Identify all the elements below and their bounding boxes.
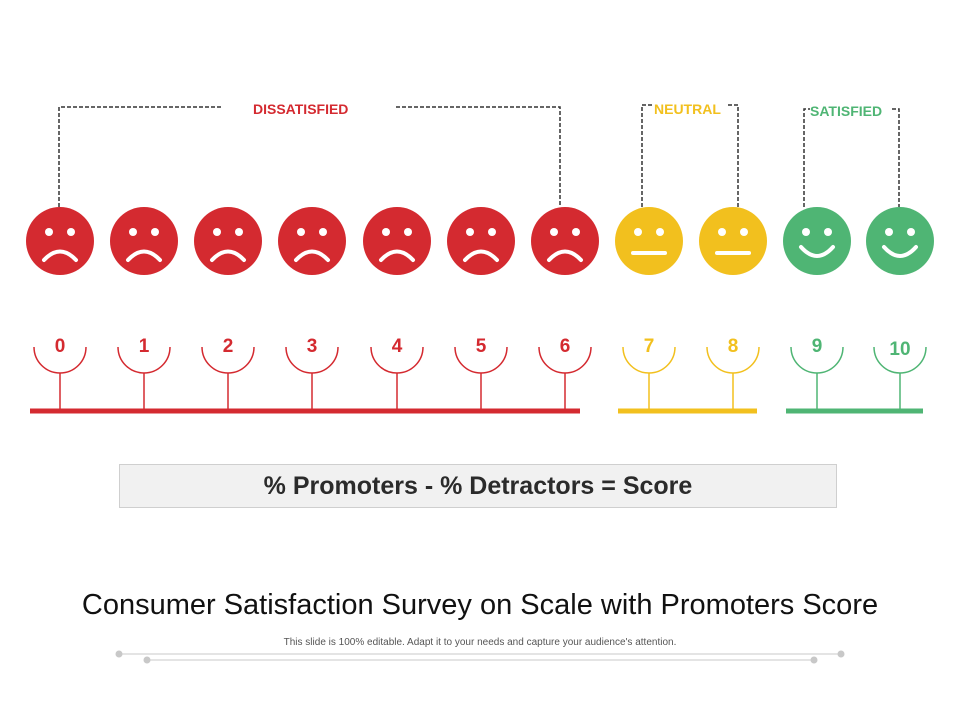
scale-value-label: 1: [138, 336, 150, 357]
neutral-bracket: [641, 104, 739, 207]
scale-value-label: 0: [54, 336, 66, 357]
number-markers: [33, 346, 927, 410]
sad-face-icon: [110, 207, 178, 275]
scale-value-label: 5: [475, 336, 487, 357]
dissatisfied-bracket: [58, 106, 561, 207]
neutral-face-icon: [615, 207, 683, 275]
scale-marker: [873, 346, 927, 410]
face-row: [26, 207, 934, 275]
formula-text: % Promoters - % Detractors = Score: [263, 471, 693, 500]
scale-value-label: 2: [222, 336, 234, 357]
scale-value-label: 8: [727, 336, 739, 357]
sad-face-icon: [531, 207, 599, 275]
scale-marker: [706, 346, 760, 410]
scale-value-label: 9: [811, 336, 823, 357]
sad-face-icon: [278, 207, 346, 275]
neutral-label: NEUTRAL: [654, 101, 721, 117]
scale-marker: [622, 346, 676, 410]
scale-value-label: 4: [391, 336, 403, 357]
scale-marker: [790, 346, 844, 410]
happy-face-icon: [866, 207, 934, 275]
scale-marker: [285, 346, 339, 410]
sad-face-icon: [447, 207, 515, 275]
footer-dot: [115, 650, 123, 658]
footer-decoration: [115, 650, 845, 664]
scale-value-label: 10: [889, 339, 911, 360]
sad-face-icon: [194, 207, 262, 275]
sad-face-icon: [26, 207, 94, 275]
formula-box: % Promoters - % Detractors = Score: [119, 464, 837, 508]
scale-marker: [117, 346, 171, 410]
scale-marker: [33, 346, 87, 410]
neutral-face-icon: [699, 207, 767, 275]
satisfied-bracket: [803, 108, 900, 207]
footer-dot: [810, 656, 818, 664]
scale-marker: [201, 346, 255, 410]
page-subtitle: This slide is 100% editable. Adapt it to…: [283, 637, 677, 648]
scale-value-label: 6: [559, 336, 571, 357]
page-title: Consumer Satisfaction Survey on Scale wi…: [81, 589, 879, 621]
group-brackets: [58, 104, 900, 207]
scale-value-label: 7: [643, 336, 655, 357]
scale-marker: [454, 346, 508, 410]
footer-dot: [143, 656, 151, 664]
happy-face-icon: [783, 207, 851, 275]
sad-face-icon: [363, 207, 431, 275]
footer-dot: [837, 650, 845, 658]
scale-value-label: 3: [306, 336, 318, 357]
scale-marker: [538, 346, 592, 410]
scale-marker: [370, 346, 424, 410]
dissatisfied-label: DISSATISFIED: [253, 101, 349, 117]
satisfied-label: SATISFIED: [810, 103, 883, 119]
